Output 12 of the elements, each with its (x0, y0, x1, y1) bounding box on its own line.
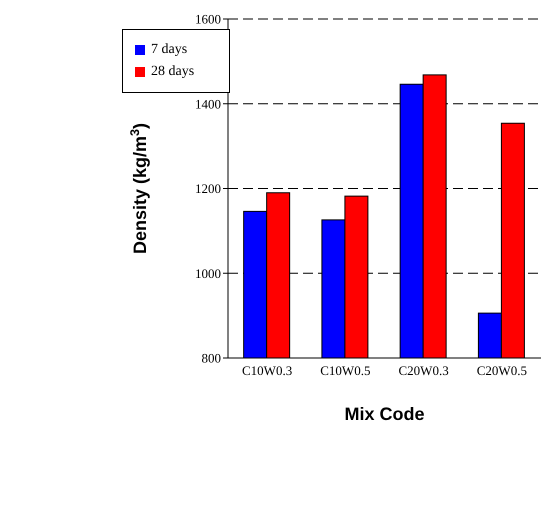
legend-label: 7 days (151, 42, 188, 58)
y-tick-label: 1400 (195, 96, 221, 112)
y-tick-label: 1200 (195, 181, 221, 196)
y-tick-label: 800 (202, 350, 221, 366)
legend-label: 28 days (151, 64, 194, 80)
x-tick-label: C10W0.3 (242, 363, 292, 378)
x-tick-label: C20W0.5 (476, 363, 527, 378)
x-axis-title: Mix Code (344, 404, 425, 424)
x-tick-label: C10W0.5 (320, 363, 370, 378)
y-tick-label: 1600 (195, 12, 221, 27)
y-tick-label: 1000 (195, 266, 221, 281)
x-tick-label: C20W0.3 (398, 363, 449, 378)
